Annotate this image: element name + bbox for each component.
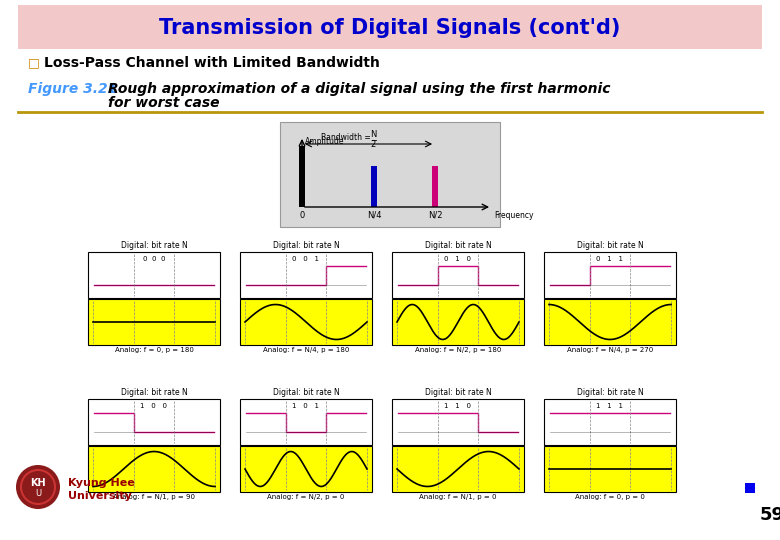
Bar bbox=[240, 399, 372, 445]
Text: N: N bbox=[370, 130, 377, 139]
Text: Digital: bit rate N: Digital: bit rate N bbox=[576, 241, 643, 250]
Text: Analog: f = N/1, p = 90: Analog: f = N/1, p = 90 bbox=[113, 494, 195, 500]
Text: Analog: f = 0, p = 0: Analog: f = 0, p = 0 bbox=[575, 494, 645, 500]
Text: Analog: f = N/1, p = 0: Analog: f = N/1, p = 0 bbox=[420, 494, 497, 500]
Text: Digital: bit rate N: Digital: bit rate N bbox=[424, 388, 491, 397]
Bar bbox=[392, 399, 524, 445]
Bar bbox=[240, 252, 372, 298]
Text: 0   1   0: 0 1 0 bbox=[445, 256, 471, 262]
Text: Loss-Pass Channel with Limited Bandwidth: Loss-Pass Channel with Limited Bandwidth bbox=[44, 56, 380, 70]
Bar bbox=[371, 166, 378, 207]
Text: 1   1   1: 1 1 1 bbox=[597, 403, 623, 409]
Text: Kyung Hee: Kyung Hee bbox=[68, 478, 135, 488]
Text: 59: 59 bbox=[760, 506, 780, 524]
Text: Analog: f = N/2, p = 0: Analog: f = N/2, p = 0 bbox=[268, 494, 345, 500]
Circle shape bbox=[16, 465, 60, 509]
Bar bbox=[544, 446, 676, 492]
Bar bbox=[392, 446, 524, 492]
Text: University: University bbox=[68, 491, 132, 501]
Bar bbox=[544, 252, 676, 298]
Text: Digital: bit rate N: Digital: bit rate N bbox=[424, 241, 491, 250]
Text: □: □ bbox=[28, 57, 40, 70]
Text: for worst case: for worst case bbox=[108, 96, 219, 110]
Bar bbox=[392, 252, 524, 298]
Text: Analog: f = N/4, p = 270: Analog: f = N/4, p = 270 bbox=[567, 347, 653, 353]
Text: Digital: bit rate N: Digital: bit rate N bbox=[273, 241, 339, 250]
Text: Analog: f = 0, p = 180: Analog: f = 0, p = 180 bbox=[115, 347, 193, 353]
Text: Bandwidth =: Bandwidth = bbox=[321, 133, 374, 142]
Bar bbox=[544, 399, 676, 445]
Text: Digital: bit rate N: Digital: bit rate N bbox=[576, 388, 643, 397]
Text: Digital: bit rate N: Digital: bit rate N bbox=[121, 241, 187, 250]
Bar bbox=[88, 299, 220, 345]
Bar bbox=[240, 446, 372, 492]
Bar bbox=[88, 399, 220, 445]
Text: 1   0   0: 1 0 0 bbox=[140, 403, 168, 409]
Text: 2: 2 bbox=[370, 140, 376, 149]
Text: 0   0   1: 0 0 1 bbox=[292, 256, 320, 262]
Text: KH: KH bbox=[30, 478, 46, 488]
Text: Transmission of Digital Signals (cont'd): Transmission of Digital Signals (cont'd) bbox=[159, 18, 621, 38]
Bar bbox=[18, 5, 762, 49]
Text: N/4: N/4 bbox=[367, 211, 381, 220]
Bar bbox=[88, 446, 220, 492]
Text: 1   1   0: 1 1 0 bbox=[445, 403, 471, 409]
Text: Analog: f = N/2, p = 180: Analog: f = N/2, p = 180 bbox=[415, 347, 502, 353]
Bar bbox=[544, 299, 676, 345]
Text: Amplitude: Amplitude bbox=[305, 137, 345, 146]
Bar bbox=[88, 252, 220, 298]
Bar bbox=[432, 166, 438, 207]
Text: 0   1   1: 0 1 1 bbox=[597, 256, 623, 262]
Text: Figure 3.21: Figure 3.21 bbox=[28, 82, 117, 96]
Text: N/2: N/2 bbox=[427, 211, 442, 220]
Text: Analog: f = N/4, p = 180: Analog: f = N/4, p = 180 bbox=[263, 347, 349, 353]
Text: 1   0   1: 1 0 1 bbox=[292, 403, 320, 409]
Bar bbox=[240, 299, 372, 345]
Text: 0  0  0: 0 0 0 bbox=[143, 256, 165, 262]
Text: 0: 0 bbox=[300, 211, 305, 220]
Text: Rough approximation of a digital signal using the first harmonic: Rough approximation of a digital signal … bbox=[108, 82, 611, 96]
Bar bbox=[299, 146, 305, 207]
Text: Frequency: Frequency bbox=[494, 211, 534, 220]
Text: Digital: bit rate N: Digital: bit rate N bbox=[273, 388, 339, 397]
Bar bbox=[280, 122, 500, 227]
Bar bbox=[745, 483, 755, 493]
Bar bbox=[392, 299, 524, 345]
Text: Digital: bit rate N: Digital: bit rate N bbox=[121, 388, 187, 397]
Text: U: U bbox=[35, 489, 41, 497]
